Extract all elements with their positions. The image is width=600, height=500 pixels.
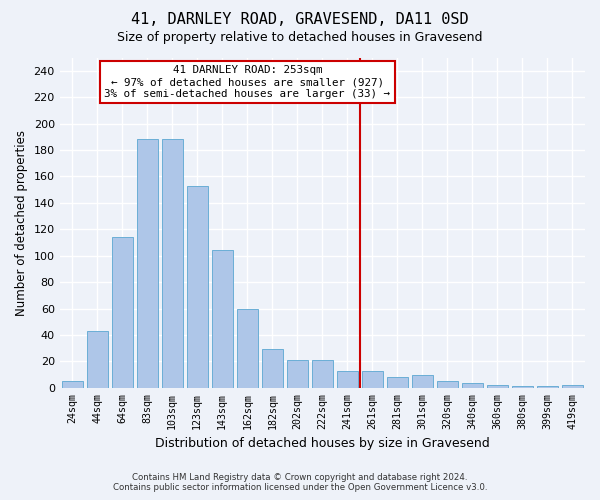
X-axis label: Distribution of detached houses by size in Gravesend: Distribution of detached houses by size … — [155, 437, 490, 450]
Bar — [62, 381, 83, 388]
Bar — [287, 360, 308, 388]
Text: Contains HM Land Registry data © Crown copyright and database right 2024.
Contai: Contains HM Land Registry data © Crown c… — [113, 473, 487, 492]
Bar — [537, 386, 558, 388]
Text: 41 DARNLEY ROAD: 253sqm
← 97% of detached houses are smaller (927)
3% of semi-de: 41 DARNLEY ROAD: 253sqm ← 97% of detache… — [104, 66, 390, 98]
Bar — [462, 382, 483, 388]
Bar — [412, 374, 433, 388]
Bar — [337, 370, 358, 388]
Bar — [161, 140, 183, 388]
Bar — [86, 331, 108, 388]
Bar — [562, 385, 583, 388]
Bar — [112, 237, 133, 388]
Bar — [512, 386, 533, 388]
Bar — [487, 385, 508, 388]
Bar — [387, 377, 408, 388]
Bar — [137, 140, 158, 388]
Bar — [362, 370, 383, 388]
Bar — [236, 308, 258, 388]
Text: 41, DARNLEY ROAD, GRAVESEND, DA11 0SD: 41, DARNLEY ROAD, GRAVESEND, DA11 0SD — [131, 12, 469, 28]
Y-axis label: Number of detached properties: Number of detached properties — [15, 130, 28, 316]
Bar — [262, 350, 283, 388]
Bar — [312, 360, 333, 388]
Text: Size of property relative to detached houses in Gravesend: Size of property relative to detached ho… — [117, 31, 483, 44]
Bar — [187, 186, 208, 388]
Bar — [212, 250, 233, 388]
Bar — [437, 381, 458, 388]
